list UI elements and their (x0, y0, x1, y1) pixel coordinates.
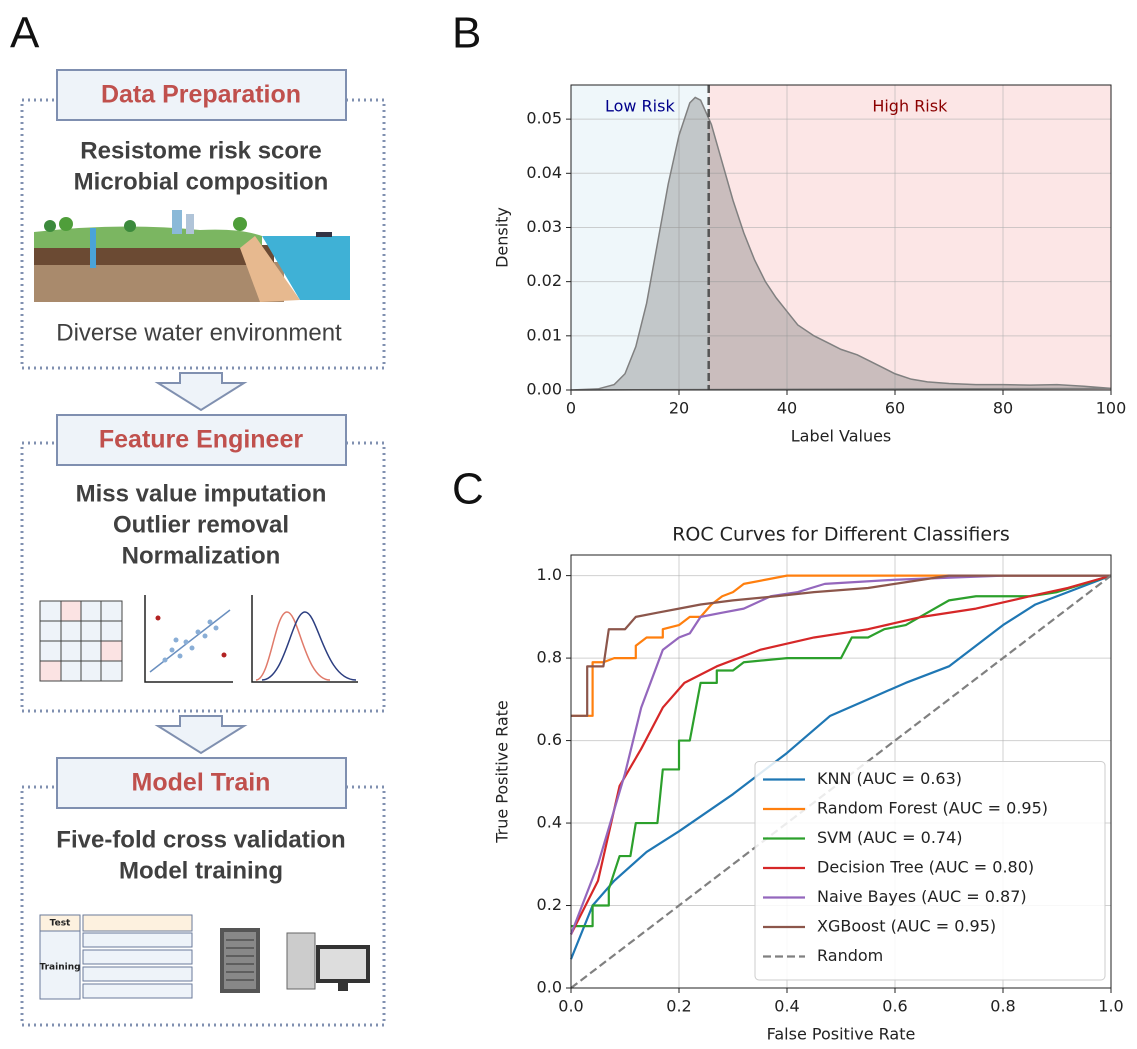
step-line: Normalization (122, 542, 281, 569)
region-label: High Risk (872, 97, 948, 116)
legend-box (754, 761, 1106, 981)
chart-title: ROC Curves for Different Classifiers (672, 524, 1010, 546)
panel-label: C (452, 465, 484, 514)
roc-curve (569, 574, 1111, 935)
legend-label: Decision Tree (AUC = 0.80) (817, 858, 1034, 877)
y-tick-label: 1.0 (537, 565, 562, 584)
y-tick-label: 0.03 (526, 217, 562, 236)
panel-label: A (10, 9, 40, 58)
y-tick-label: 0.05 (526, 109, 562, 128)
legend-label: SVM (AUC = 0.74) (817, 828, 963, 847)
server-icon (220, 928, 260, 993)
x-tick-label: 80 (993, 399, 1013, 418)
data-grid-icon (39, 600, 123, 682)
table-label: Test (50, 919, 71, 929)
x-axis-label: Label Values (791, 427, 892, 446)
step-title-box (56, 414, 347, 466)
x-tick-label: 100 (1096, 399, 1127, 418)
region-label: Low Risk (605, 97, 675, 116)
step-line: Miss value imputation (76, 480, 327, 507)
legend-label: Naive Bayes (AUC = 0.87) (817, 887, 1027, 906)
step-line: Outlier removal (113, 511, 289, 538)
computer-icon (286, 932, 370, 991)
x-tick-label: 40 (777, 399, 797, 418)
x-axis-label: False Positive Rate (767, 1025, 916, 1044)
plot-frame (570, 554, 1112, 989)
roc-curve (571, 574, 1112, 928)
y-tick-label: 0.04 (526, 163, 562, 182)
legend-label: Random (817, 946, 883, 965)
x-tick-label: 0.2 (666, 997, 691, 1016)
table-label: Training (39, 963, 80, 973)
y-axis-label: True Positive Rate (493, 700, 512, 844)
roc-curve (570, 574, 1112, 935)
x-tick-label: 0.0 (558, 997, 583, 1016)
step-line: Five-fold cross validation (56, 826, 345, 853)
panel-label: B (452, 9, 481, 58)
roc-curve (571, 574, 1111, 717)
y-tick-label: 0.2 (537, 895, 562, 914)
x-tick-label: 0 (566, 399, 576, 418)
step-title: Feature Engineer (99, 426, 303, 454)
flow-arrow (154, 715, 248, 755)
y-tick-label: 0.6 (537, 730, 562, 749)
risk-region (708, 85, 1111, 390)
y-tick-label: 0.0 (537, 978, 562, 997)
normalization-icon (251, 595, 358, 683)
y-tick-label: 0.01 (526, 325, 562, 344)
x-tick-label: 0.8 (990, 997, 1015, 1016)
roc-curve (569, 574, 1112, 960)
y-tick-label: 0.8 (537, 648, 562, 667)
density-area (570, 96, 1112, 391)
legend-label: XGBoost (AUC = 0.95) (817, 917, 996, 936)
flow-arrow (154, 372, 248, 412)
step-line: Model training (119, 857, 283, 884)
step-line: Microbial composition (74, 168, 329, 195)
step-caption: Diverse water environment (56, 319, 342, 346)
risk-region (571, 85, 709, 390)
x-tick-label: 20 (669, 399, 689, 418)
legend-label: KNN (AUC = 0.63) (817, 769, 962, 788)
legend-label: Random Forest (AUC = 0.95) (817, 799, 1048, 818)
cv-table-icon (39, 914, 193, 1000)
x-tick-label: 0.6 (882, 997, 907, 1016)
y-tick-label: 0.4 (537, 813, 562, 832)
step-title-box (56, 757, 347, 809)
step-title-box (56, 69, 347, 121)
y-tick-label: 0.00 (526, 380, 562, 399)
x-tick-label: 1.0 (1098, 997, 1123, 1016)
x-tick-label: 60 (885, 399, 905, 418)
y-axis-label: Density (493, 207, 512, 268)
step-line: Resistome risk score (80, 137, 321, 164)
step-title: Model Train (132, 769, 271, 797)
x-tick-label: 0.4 (774, 997, 799, 1016)
outlier-scatter-icon (144, 595, 233, 683)
step-title: Data Preparation (101, 81, 301, 109)
y-tick-label: 0.02 (526, 271, 562, 290)
plot-frame (570, 84, 1112, 391)
landscape-illustration (34, 210, 350, 302)
